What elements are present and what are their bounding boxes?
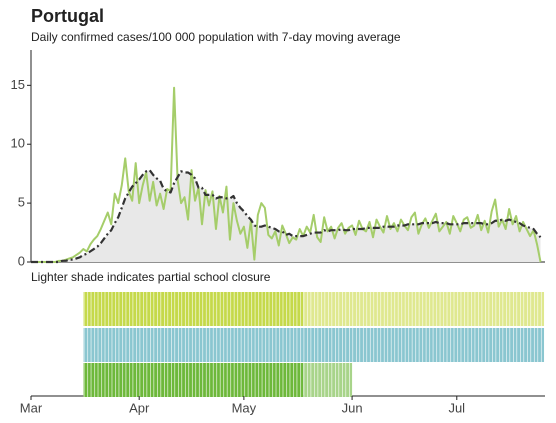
- y-tick-label: 0: [18, 253, 25, 268]
- stripes: [303, 292, 545, 326]
- stripes: [303, 363, 353, 397]
- stripes: [83, 363, 304, 397]
- x-tick-label: Mar: [20, 400, 43, 415]
- y-tick-label: 10: [11, 136, 25, 151]
- series-line: [31, 86, 542, 263]
- area: [31, 170, 541, 262]
- annotation: Lighter shade indicates partial school c…: [31, 270, 271, 284]
- stripes: [83, 292, 304, 326]
- chart-subtitle: Daily confirmed cases/100 000 population…: [31, 30, 401, 44]
- y-tick-label: 5: [18, 195, 25, 210]
- chart-title: Portugal: [31, 6, 104, 26]
- x-tick-label: Jun: [342, 400, 363, 415]
- stripes: [83, 328, 545, 362]
- y-tick-label: 15: [11, 77, 25, 92]
- x-tick-label: Apr: [129, 400, 150, 415]
- x-tick-label: May: [232, 400, 257, 415]
- x-tick-label: Jul: [448, 400, 465, 415]
- series-line: [31, 169, 542, 264]
